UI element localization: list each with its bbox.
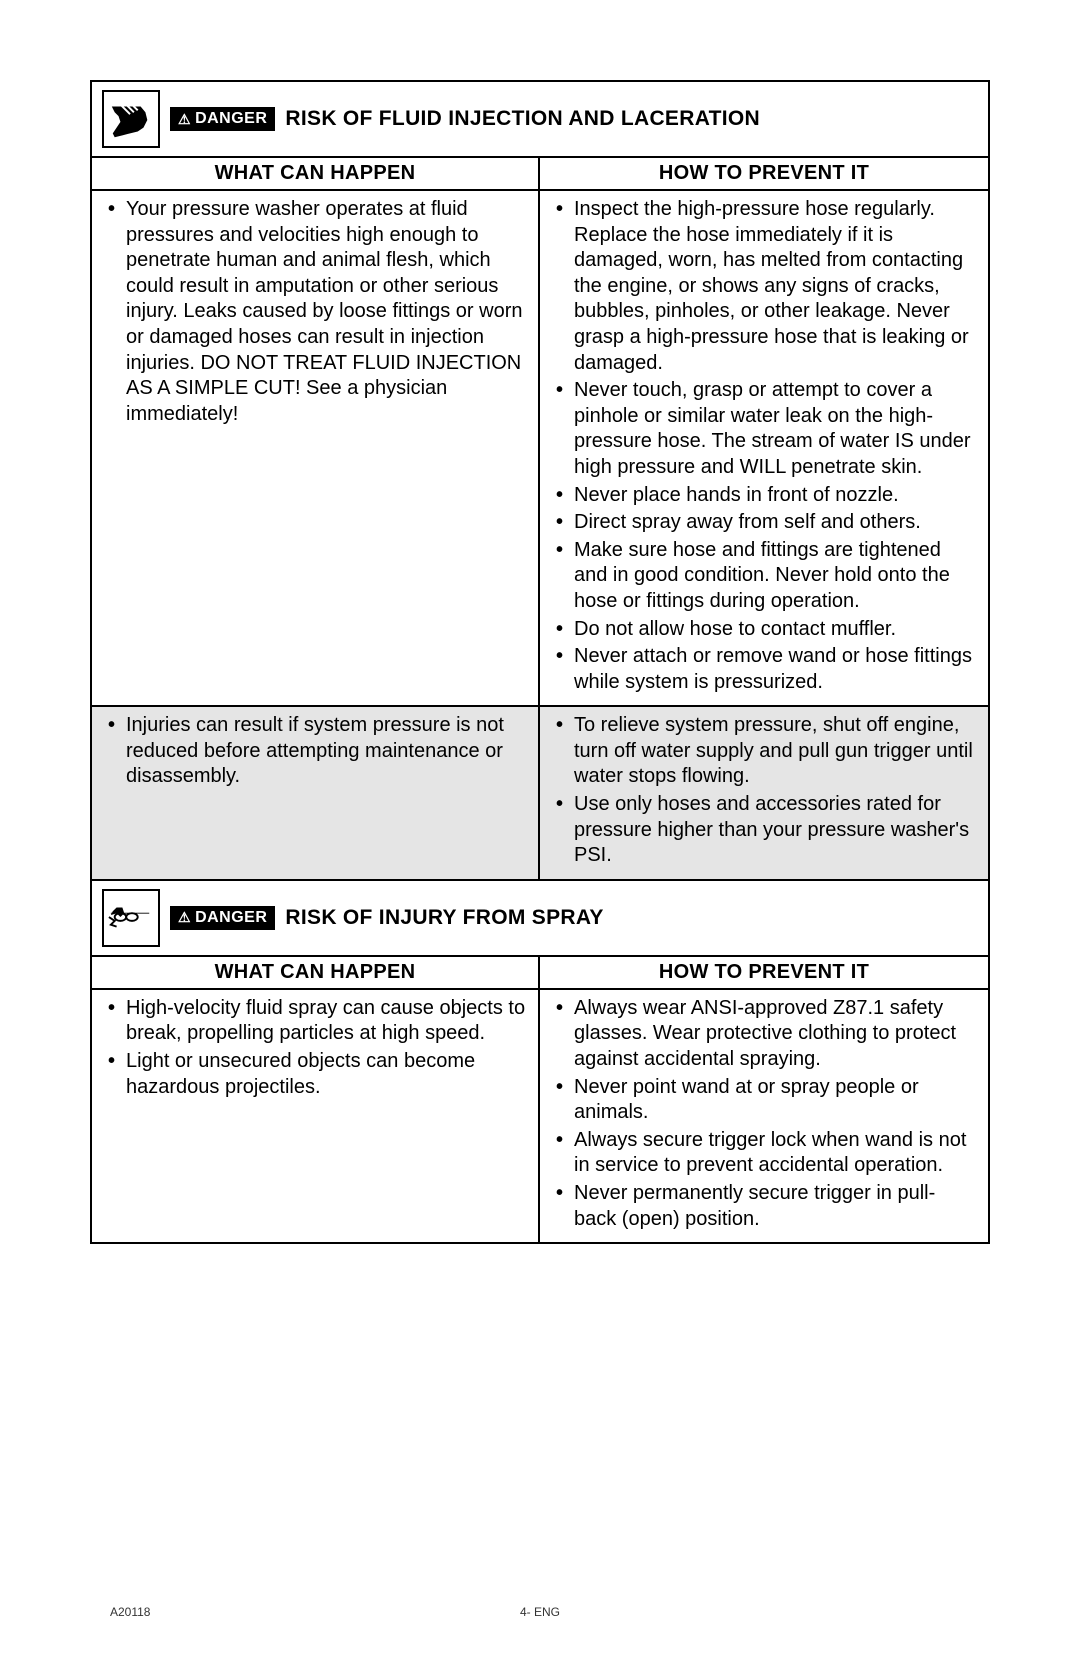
list-item: High-velocity fluid spray can cause obje… <box>104 996 526 1047</box>
list-item: Never place hands in front of nozzle. <box>552 483 976 509</box>
list-item: To relieve system pressure, shut off eng… <box>552 713 976 790</box>
prevent-list: Always wear ANSI-approved Z87.1 safety g… <box>552 996 976 1232</box>
injection-hand-icon <box>102 90 160 148</box>
section-1-column-headers: WHAT CAN HAPPEN HOW TO PREVENT IT <box>92 156 988 191</box>
list-item: Never permanently secure trigger in pull… <box>552 1181 976 1232</box>
footer-page-number: 4- ENG <box>520 1605 560 1619</box>
list-item: Always wear ANSI-approved Z87.1 safety g… <box>552 996 976 1073</box>
list-item: Use only hoses and accessories rated for… <box>552 792 976 869</box>
list-item: Inspect the high-pressure hose regularly… <box>552 197 976 376</box>
section-1-header: ⚠ DANGER RISK OF FLUID INJECTION AND LAC… <box>92 82 988 156</box>
prevent-cell: Always wear ANSI-approved Z87.1 safety g… <box>540 990 988 1242</box>
prevent-cell: To relieve system pressure, shut off eng… <box>540 707 988 879</box>
danger-badge: ⚠ DANGER <box>170 906 275 930</box>
section-2-column-headers: WHAT CAN HAPPEN HOW TO PREVENT IT <box>92 955 988 990</box>
list-item: Never attach or remove wand or hose fitt… <box>552 644 976 695</box>
happen-cell: High-velocity fluid spray can cause obje… <box>92 990 540 1242</box>
danger-label: DANGER <box>195 110 267 128</box>
section-1-title: RISK OF FLUID INJECTION AND LACERATION <box>285 107 760 131</box>
happen-cell: Injuries can result if system pressure i… <box>92 707 540 879</box>
col-header-prevent: HOW TO PREVENT IT <box>540 957 988 988</box>
safety-document-frame: ⚠ DANGER RISK OF FLUID INJECTION AND LAC… <box>90 80 990 1244</box>
list-item: Always secure trigger lock when wand is … <box>552 1128 976 1179</box>
prevent-list: To relieve system pressure, shut off eng… <box>552 713 976 869</box>
footer-doc-id: A20118 <box>110 1605 150 1619</box>
list-item: Make sure hose and fittings are tightene… <box>552 538 976 615</box>
happen-list: Your pressure washer operates at fluid p… <box>104 197 526 427</box>
list-item: Your pressure washer operates at fluid p… <box>104 197 526 427</box>
col-header-happen: WHAT CAN HAPPEN <box>92 158 540 189</box>
col-header-happen: WHAT CAN HAPPEN <box>92 957 540 988</box>
spray-goggles-icon <box>102 889 160 947</box>
prevent-list: Inspect the high-pressure hose regularly… <box>552 197 976 695</box>
warning-triangle-icon: ⚠ <box>178 909 191 926</box>
section-2-header: ⚠ DANGER RISK OF INJURY FROM SPRAY <box>92 881 988 955</box>
list-item: Never point wand at or spray people or a… <box>552 1075 976 1126</box>
danger-label: DANGER <box>195 909 267 927</box>
section-1-row-1: Your pressure washer operates at fluid p… <box>92 191 988 707</box>
col-header-prevent: HOW TO PREVENT IT <box>540 158 988 189</box>
warning-triangle-icon: ⚠ <box>178 111 191 128</box>
list-item: Do not allow hose to contact muffler. <box>552 617 976 643</box>
list-item: Injuries can result if system pressure i… <box>104 713 526 790</box>
list-item: Light or unsecured objects can become ha… <box>104 1049 526 1100</box>
page-footer: A20118 4- ENG <box>0 1605 1080 1619</box>
section-1-row-2: Injuries can result if system pressure i… <box>92 707 988 881</box>
list-item: Direct spray away from self and others. <box>552 510 976 536</box>
danger-badge: ⚠ DANGER <box>170 107 275 131</box>
happen-cell: Your pressure washer operates at fluid p… <box>92 191 540 705</box>
prevent-cell: Inspect the high-pressure hose regularly… <box>540 191 988 705</box>
happen-list: Injuries can result if system pressure i… <box>104 713 526 790</box>
happen-list: High-velocity fluid spray can cause obje… <box>104 996 526 1100</box>
list-item: Never touch, grasp or attempt to cover a… <box>552 378 976 480</box>
section-2-title: RISK OF INJURY FROM SPRAY <box>285 906 603 930</box>
section-2-row-1: High-velocity fluid spray can cause obje… <box>92 990 988 1242</box>
